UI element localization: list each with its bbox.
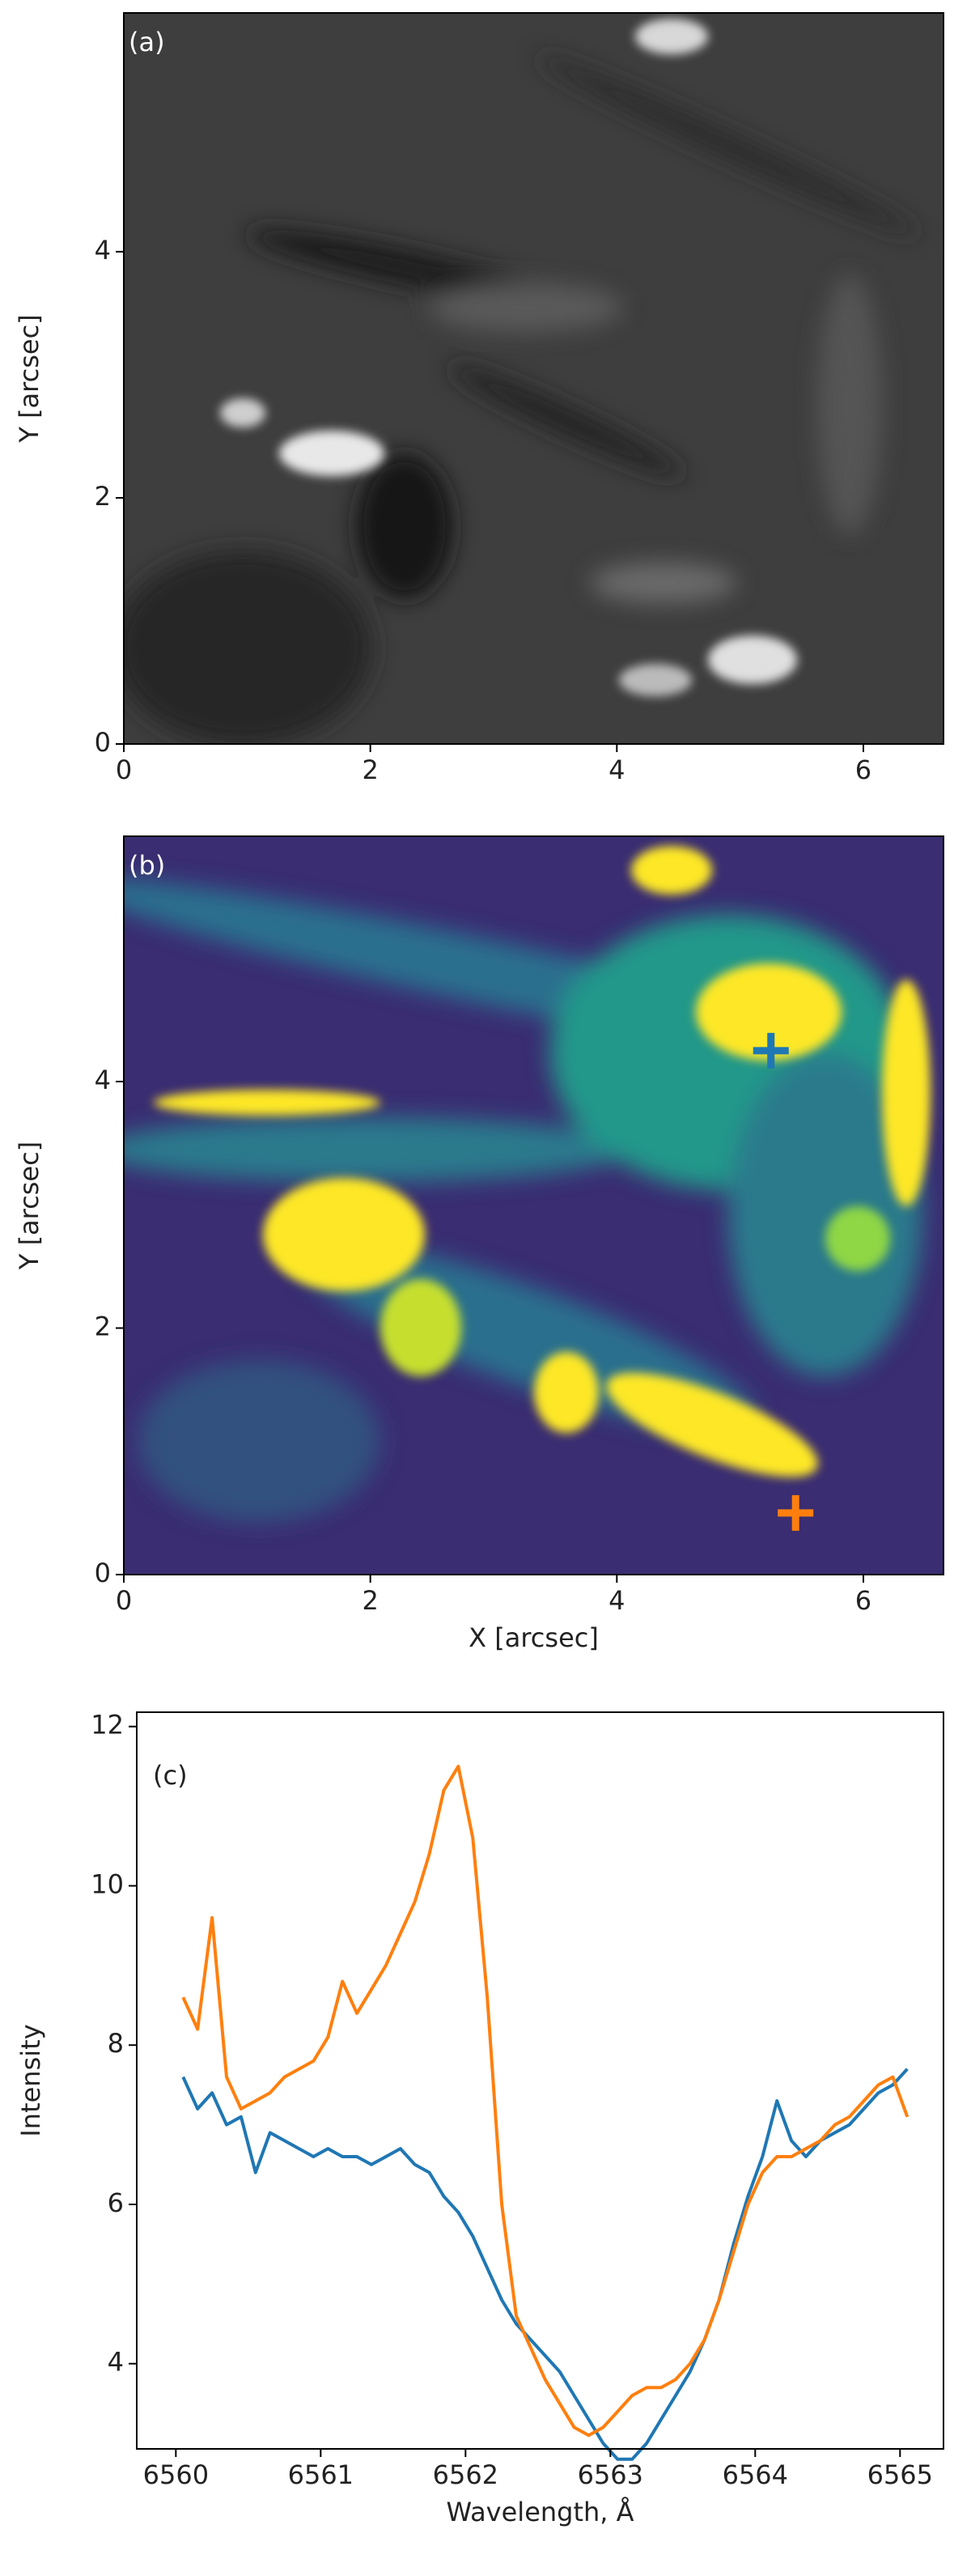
panel-label: (a)	[129, 27, 165, 57]
marker	[753, 1032, 789, 1069]
y-tick-label: 12	[91, 1710, 124, 1741]
y-tick-label: 0	[95, 727, 111, 758]
x-axis-label: X [arcsec]	[469, 1622, 599, 1653]
x-tick-label: 6562	[433, 2459, 498, 2490]
x-tick-label: 4	[608, 1585, 625, 1616]
x-tick-label: 2	[362, 1585, 378, 1616]
y-tick-label: 8	[108, 2028, 124, 2059]
image-a	[124, 13, 943, 744]
axes-frame	[123, 12, 944, 745]
y-tick-label: 4	[95, 235, 111, 266]
image-b	[124, 836, 943, 1575]
line	[181, 1764, 910, 2438]
panel-label: (b)	[129, 850, 165, 881]
marker	[778, 1494, 814, 1531]
y-axis-label: Y [arcsec]	[14, 314, 45, 443]
y-tick-label: 2	[95, 1311, 111, 1341]
y-tick-label: 4	[95, 1065, 111, 1095]
y-axis-label: Intensity	[15, 2024, 46, 2136]
x-tick-label: 6565	[867, 2459, 933, 2490]
x-tick-label: 0	[116, 755, 132, 785]
y-tick-label: 10	[91, 1868, 124, 1899]
x-tick-label: 2	[362, 755, 378, 785]
x-tick-label: 0	[116, 1585, 132, 1616]
axes-frame	[136, 1711, 944, 2450]
y-tick-label: 6	[108, 2187, 124, 2218]
y-tick-label: 4	[108, 2347, 124, 2378]
x-tick-label: 6563	[578, 2459, 643, 2490]
x-tick-label: 6561	[288, 2459, 354, 2490]
x-axis-label: Wavelength, Å	[446, 2497, 634, 2527]
x-tick-label: 4	[608, 755, 625, 785]
x-tick-label: 6560	[143, 2459, 209, 2490]
line	[181, 2068, 909, 2461]
y-tick-label: 0	[95, 1558, 111, 1588]
axes-frame	[123, 835, 944, 1575]
x-tick-label: 6564	[723, 2459, 788, 2490]
x-tick-label: 6	[855, 1585, 871, 1616]
panel-label: (c)	[153, 1760, 188, 1791]
y-axis-label: Y [arcsec]	[14, 1141, 45, 1270]
y-tick-label: 2	[95, 481, 111, 512]
x-tick-label: 6	[855, 755, 871, 785]
